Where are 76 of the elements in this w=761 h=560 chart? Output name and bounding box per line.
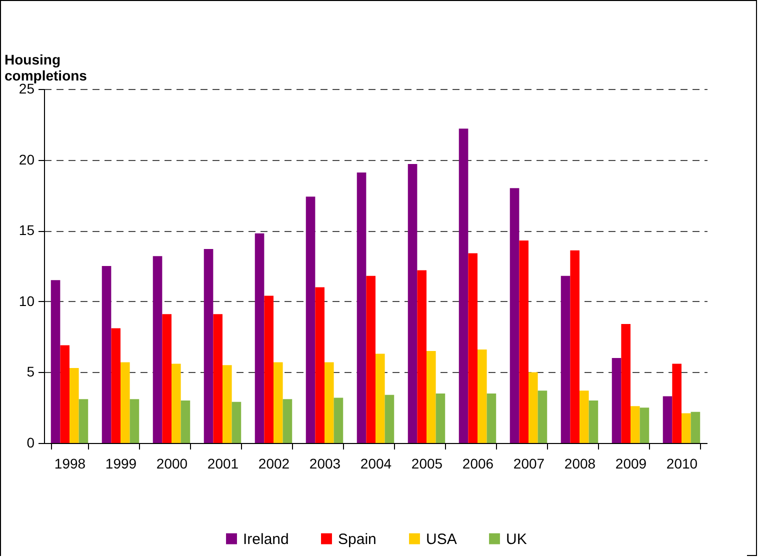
y-tick-label: 20 (18, 151, 35, 168)
bar (408, 164, 418, 443)
x-tick-label: 1998 (54, 456, 86, 472)
bar (356, 172, 366, 443)
bar (478, 350, 487, 443)
x-tick-label: 2002 (258, 456, 290, 472)
bar (588, 400, 598, 443)
bar (436, 393, 446, 443)
legend-label: USA (426, 530, 457, 548)
bar (78, 399, 88, 443)
bar (222, 365, 232, 443)
bar (672, 364, 682, 443)
x-tick-label: 2005 (411, 456, 443, 472)
bar (204, 249, 214, 443)
x-tick-label: 2000 (156, 456, 188, 472)
bar (570, 250, 580, 443)
x-tick-label: 2004 (360, 456, 392, 472)
bar (111, 328, 120, 443)
y-tick-label: 15 (18, 222, 35, 238)
bar (426, 350, 436, 443)
y-tick-label: 0 (26, 434, 35, 450)
bar (621, 324, 630, 443)
legend-label: UK (506, 530, 527, 548)
y-tick-label: 5 (26, 364, 35, 380)
bar (640, 408, 650, 443)
bar (376, 354, 385, 443)
x-tick-label: 1999 (105, 456, 137, 472)
bar (232, 402, 242, 443)
bar (264, 296, 274, 443)
bar (538, 390, 548, 443)
x-tick-label: 2010 (666, 456, 698, 472)
bar (384, 394, 394, 443)
x-tick-label: 2008 (564, 456, 596, 472)
y-axis-title: Housing completions (4, 52, 88, 84)
bar (254, 233, 264, 443)
bar (172, 364, 181, 443)
bar (60, 345, 70, 443)
x-tick-label: 2003 (309, 456, 341, 472)
x-tick-label: 2001 (207, 456, 239, 472)
bar (458, 128, 468, 443)
bar (468, 253, 478, 443)
bar (50, 280, 60, 443)
bar (612, 358, 622, 443)
bar (130, 399, 140, 443)
bar (486, 393, 496, 443)
y-tick-label: 10 (18, 292, 35, 309)
bar (306, 196, 316, 443)
bar (102, 266, 112, 443)
bar (152, 256, 162, 443)
bar (528, 372, 538, 443)
bar (274, 362, 283, 443)
bar (180, 400, 190, 443)
bar (630, 406, 640, 443)
legend-label: Ireland (243, 530, 289, 548)
bar (510, 188, 520, 443)
bar (662, 396, 672, 443)
bar (282, 399, 292, 443)
bar (70, 368, 79, 443)
bar (519, 240, 528, 443)
bar (315, 287, 324, 443)
bar (213, 314, 222, 443)
bar (580, 390, 589, 443)
x-tick-label: 2009 (615, 456, 647, 472)
bar (690, 412, 700, 443)
bar (120, 362, 130, 443)
bar (682, 413, 691, 443)
bar (366, 276, 376, 443)
bar (417, 270, 426, 443)
bar (324, 362, 334, 443)
bar (334, 398, 344, 443)
bar (560, 276, 570, 443)
bar (162, 314, 172, 443)
x-tick-label: 2006 (462, 456, 494, 472)
legend-label: Spain (338, 530, 376, 548)
x-tick-label: 2007 (513, 456, 545, 472)
y-tick-label: 25 (18, 80, 35, 96)
